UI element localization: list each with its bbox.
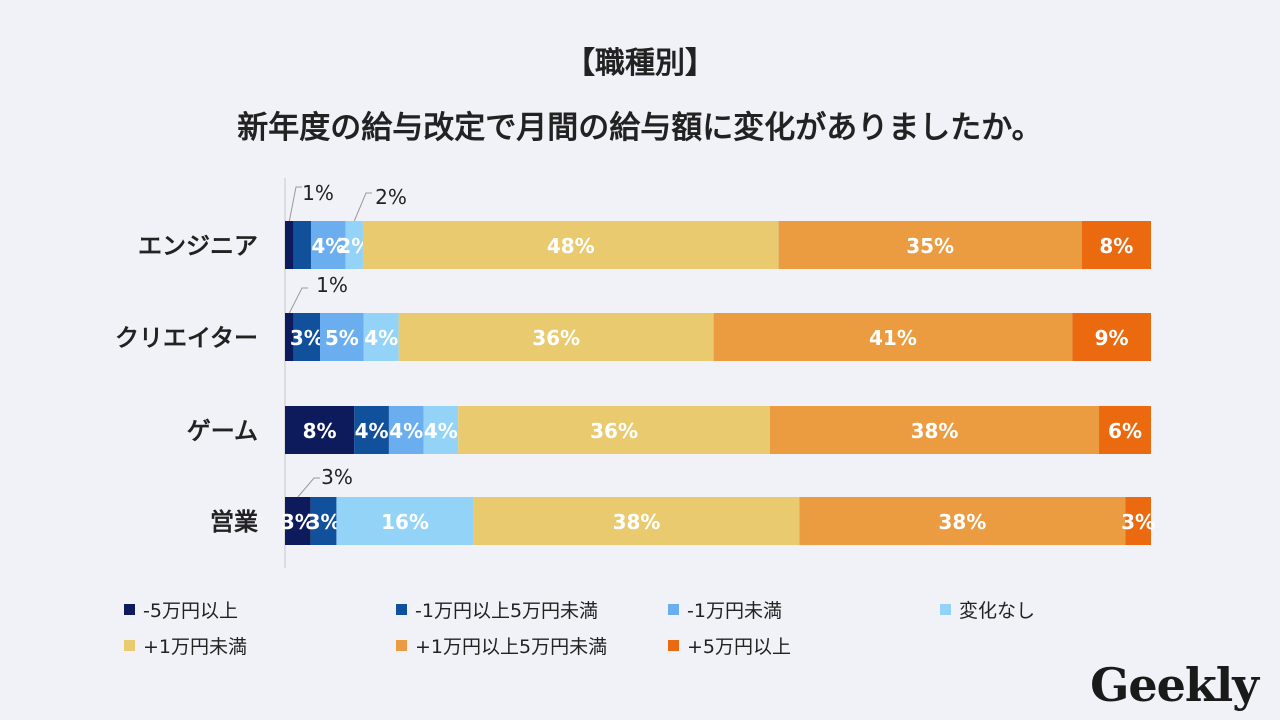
callout-label: 1% [316,273,348,297]
data-label: 38% [938,510,986,534]
data-label: 8% [1099,234,1133,258]
bar-segment [778,221,1082,269]
legend-item: +1万円以上5万円未満 [396,632,607,659]
legend-label: +5万円以上 [687,636,792,658]
bar-segment [388,406,424,454]
bar-segment [769,406,1100,454]
bar-segment [285,313,294,361]
bar-segment [319,313,364,361]
bar-segment [345,221,363,269]
bar-segment [354,406,389,454]
bar-segment [336,497,474,545]
legend-swatch [396,640,407,651]
legend-swatch [668,604,679,615]
geekly-logo: Geekly [1090,658,1259,712]
bar-segment [285,406,355,454]
callout-leader [288,287,308,314]
callout-leader [353,192,372,222]
bar-segment [1081,221,1151,269]
data-label: 9% [1095,326,1129,350]
bar-segment [1099,406,1151,454]
bar-segment [310,221,346,269]
callout-label: 1% [302,181,334,205]
data-label: 3% [307,510,341,534]
legend-item: 変化なし [940,596,1035,623]
legend-swatch [940,604,951,615]
chart-title: 【職種別】 [565,46,715,81]
callout-leader [297,477,320,498]
bar-segment [713,313,1073,361]
bar-segment [1072,313,1151,361]
data-label: 5% [325,326,359,350]
bar-segment [363,313,399,361]
legend-label: +1万円未満 [143,636,248,658]
data-label: 4% [364,326,398,350]
legend-label: -1万円未満 [687,600,782,622]
bar-segment [293,313,320,361]
bar-segment [285,221,294,269]
data-label: 3% [1121,510,1155,534]
category-label: ゲーム [187,417,258,445]
callout-label: 2% [375,185,407,209]
legend-item: -5万円以上 [124,596,238,623]
data-label: 8% [303,419,337,443]
chart-subtitle: 新年度の給与改定で月間の給与額に変化がありましたか。 [237,110,1043,146]
data-label: 4% [311,234,345,258]
legend-item: -1万円以上5万円未満 [396,596,598,623]
data-label: 36% [532,326,580,350]
bar-segment [310,497,337,545]
legend-label: +1万円以上5万円未満 [415,636,608,658]
category-label: エンジニア [138,232,258,260]
bar-segment [799,497,1126,545]
legend-swatch [124,640,135,651]
data-label: 35% [906,234,954,258]
bar-segment [458,406,770,454]
data-label: 3% [290,326,324,350]
data-label: 4% [355,419,389,443]
legend-label: 変化なし [959,600,1036,622]
callout-label: 3% [321,465,353,489]
data-label: 41% [869,326,917,350]
bar-segment [362,221,779,269]
legend-label: -1万円以上5万円未満 [415,600,599,622]
bar-segment [473,497,800,545]
data-label: 36% [590,419,638,443]
data-label: 3% [281,510,315,534]
data-label: 48% [547,234,595,258]
data-label: 16% [381,510,429,534]
bar-segment [285,497,311,545]
data-label: 4% [424,419,458,443]
callout-leader [288,186,302,222]
bar-segment [1125,497,1151,545]
legend-item: +1万円未満 [124,632,247,659]
bar-segment [423,406,459,454]
category-label: 営業 [210,508,258,536]
bar-segment [398,313,714,361]
legend-label: -5万円以上 [143,600,238,622]
legend-item: -1万円未満 [668,596,782,623]
data-label: 4% [389,419,423,443]
data-label: 6% [1108,419,1142,443]
legend-swatch [668,640,679,651]
data-label: 38% [911,419,959,443]
legend-swatch [124,604,135,615]
category-label: クリエイター [115,324,258,352]
legend-swatch [396,604,407,615]
legend-item: +5万円以上 [668,632,791,659]
data-label: 38% [613,510,661,534]
bar-segment [293,221,311,269]
